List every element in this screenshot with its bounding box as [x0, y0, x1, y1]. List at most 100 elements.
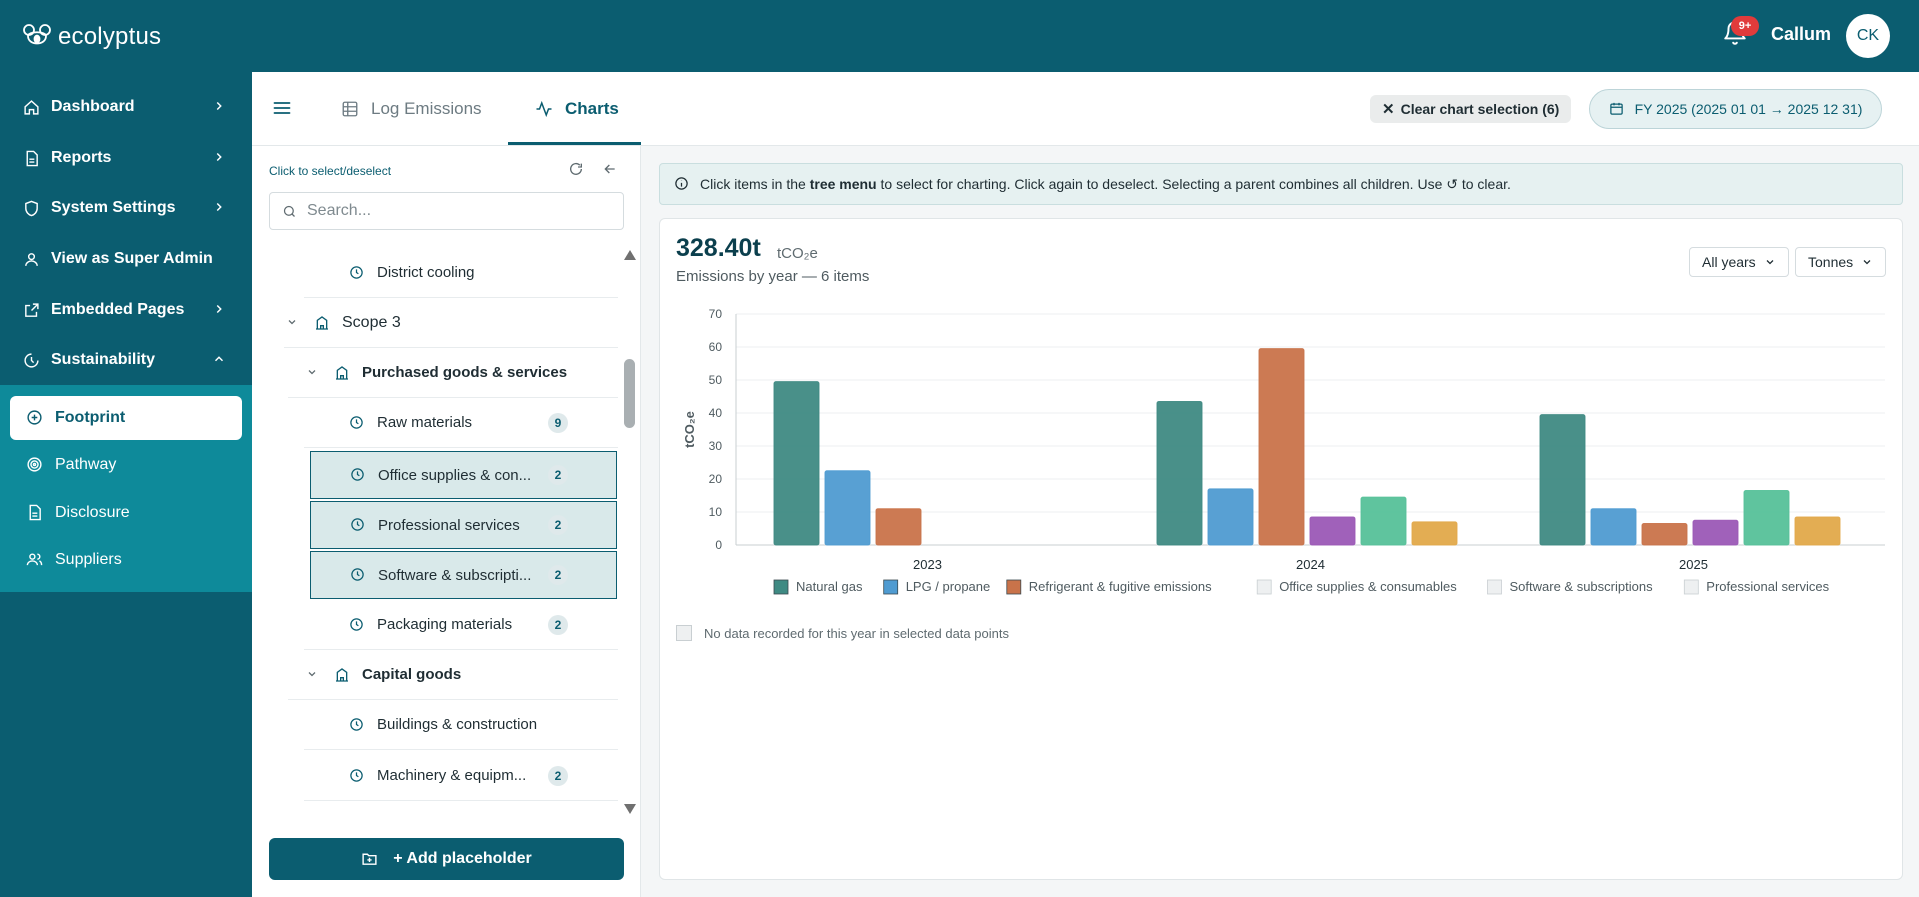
sidebar-subitem-label: Footprint: [55, 409, 126, 426]
scrollbar-thumb[interactable]: [624, 359, 635, 428]
tree-item-label: Purchased goods & services: [362, 364, 568, 381]
building-icon: [334, 667, 350, 683]
tab-label: Charts: [565, 99, 619, 118]
bar-professional-services-2024: [1411, 521, 1458, 546]
scroll-down-arrow-icon[interactable]: [622, 802, 638, 821]
legend-label: Natural gas: [796, 579, 863, 594]
clock-icon: [350, 567, 366, 583]
y-tick-label: 0: [715, 538, 722, 552]
tab-log-emissions[interactable]: Log Emissions: [341, 72, 482, 146]
sidebar-item-sustainability[interactable]: Sustainability: [0, 338, 252, 382]
bar-lpg-propane-2024: [1207, 488, 1254, 546]
tree-item-software-subscriptions[interactable]: Software & subscripti... 2: [310, 551, 617, 599]
activity-icon: [535, 100, 553, 118]
bar-software-subscriptions-2024: [1360, 496, 1407, 546]
table-icon: [341, 100, 359, 118]
fiscal-year-label: FY 2025 (2025 01 01 → 2025 12 31): [1634, 101, 1863, 117]
clock-icon: [349, 617, 365, 633]
brand-name: ecolyptus: [58, 23, 162, 50]
tree-group-purchased-goods-services[interactable]: Purchased goods & services: [288, 348, 618, 398]
search-input[interactable]: [307, 202, 607, 220]
bar-lpg-propane-2023: [824, 470, 871, 546]
clock-icon: [350, 467, 366, 483]
user-name[interactable]: Callum: [1771, 24, 1832, 44]
y-tick-label: 20: [709, 472, 723, 486]
x-tick-label: 2025: [1679, 557, 1708, 572]
legend-label: Office supplies & consumables: [1279, 579, 1457, 594]
tree-list: District cooling Scope 3 Purchased goods…: [252, 248, 618, 808]
tree-item-label: Office supplies & con...: [378, 466, 532, 484]
y-tick-label: 40: [709, 406, 723, 420]
sidebar-item-label: Embedded Pages: [51, 301, 185, 318]
legend-swatch: [1006, 579, 1022, 595]
sidebar-item-view-as-super-admin[interactable]: View as Super Admin: [0, 237, 252, 281]
tab-charts[interactable]: Charts: [535, 72, 619, 146]
y-tick-label: 10: [709, 505, 723, 519]
tree-item-label: Raw materials: [377, 414, 473, 431]
count-badge: 2: [548, 766, 568, 786]
tree-group-scope-3[interactable]: Scope 3: [284, 298, 618, 348]
chevron-down-icon: [306, 668, 320, 682]
top-bar: [0, 0, 1919, 72]
close-icon: ✕: [1382, 101, 1395, 118]
notification-badge: 9+: [1731, 16, 1759, 36]
count-badge: 2: [548, 515, 568, 535]
sidebar-item-system-settings[interactable]: System Settings: [0, 186, 252, 230]
tree-item-office-supplies[interactable]: Office supplies & con... 2: [310, 451, 617, 499]
tree-item-raw-materials[interactable]: Raw materials 9: [304, 398, 618, 448]
fiscal-year-selector[interactable]: FY 2025 (2025 01 01 → 2025 12 31): [1589, 89, 1882, 129]
sidebar-item-label: Reports: [51, 149, 112, 166]
y-tick-label: 30: [709, 439, 723, 453]
add-placeholder-button[interactable]: + Add placeholder: [269, 838, 624, 880]
tree-hint: Click to select/deselect: [269, 164, 392, 178]
clock-icon: [350, 517, 366, 533]
count-badge: 2: [548, 565, 568, 585]
tree-item-buildings-construction[interactable]: Buildings & construction: [304, 700, 618, 750]
legend-swatch: [1487, 579, 1502, 595]
bar-refrigerant-fugitive-emissions-2023: [875, 508, 922, 546]
bar-office-supplies-consumables-2024: [1309, 516, 1356, 546]
search-icon: [282, 204, 297, 219]
count-badge: 2: [548, 615, 568, 635]
sidebar-item-reports[interactable]: Reports: [0, 136, 252, 180]
no-data-text: No data recorded for this year in select…: [704, 625, 1009, 641]
tree-item-district-cooling[interactable]: District cooling: [304, 248, 618, 298]
x-tick-label: 2024: [1296, 557, 1325, 572]
refresh-icon[interactable]: [568, 161, 586, 179]
tree-search[interactable]: [269, 192, 624, 230]
folder-plus-icon: [361, 850, 379, 868]
tree-item-label: Buildings & construction: [377, 716, 538, 733]
info-text-before: Click items in the: [700, 176, 810, 192]
avatar[interactable]: CK: [1846, 14, 1890, 58]
sidebar-subitem-footprint[interactable]: Footprint: [10, 396, 242, 440]
bar-natural-gas-2023: [773, 381, 820, 546]
calendar-icon: [1609, 101, 1625, 117]
sidebar-item-embedded-pages[interactable]: Embedded Pages: [0, 288, 252, 332]
brand-logo[interactable]: ecolyptus: [22, 20, 161, 54]
tree-item-machinery-equipment[interactable]: Machinery & equipm... 2: [304, 751, 618, 801]
sidebar-subitem-suppliers[interactable]: Suppliers: [10, 538, 242, 582]
units-dropdown[interactable]: Tonnes: [1795, 247, 1887, 277]
tree-item-label: Scope 3: [342, 313, 401, 331]
sidebar-subitem-pathway[interactable]: Pathway: [10, 443, 242, 487]
leaf-icon: [22, 351, 40, 369]
info-banner: Click items in the tree menu to select f…: [659, 163, 1903, 205]
years-dropdown[interactable]: All years: [1689, 247, 1789, 277]
legend-label: Refrigerant & fugitive emissions: [1029, 579, 1212, 594]
sidebar-item-dashboard[interactable]: Dashboard: [0, 85, 252, 129]
tree-group-capital-goods[interactable]: Capital goods: [288, 650, 618, 700]
sidebar-subitem-disclosure[interactable]: Disclosure: [10, 491, 242, 535]
tree-item-professional-services[interactable]: Professional services 2: [310, 501, 617, 549]
plus-circle-icon: [26, 409, 44, 427]
emissions-bar-chart: 0 10 20 30 40 50 60 70 tCO₂e 2023 2024 2025 Natural …: [682, 307, 1885, 595]
sidebar-item-label: Sustainability: [51, 351, 156, 368]
y-axis-label: tCO₂e: [682, 411, 697, 448]
legend-label: Professional services: [1706, 579, 1829, 594]
arrow-left-icon[interactable]: [602, 161, 620, 179]
menu-toggle-icon[interactable]: [272, 98, 292, 118]
clear-chart-selection-button[interactable]: ✕ Clear chart selection (6): [1370, 95, 1572, 123]
scroll-up-arrow-icon[interactable]: [622, 248, 638, 267]
years-dropdown-value: All years: [1702, 254, 1756, 270]
bar-lpg-propane-2025: [1590, 508, 1637, 546]
tree-item-packaging-materials[interactable]: Packaging materials 2: [304, 600, 618, 650]
